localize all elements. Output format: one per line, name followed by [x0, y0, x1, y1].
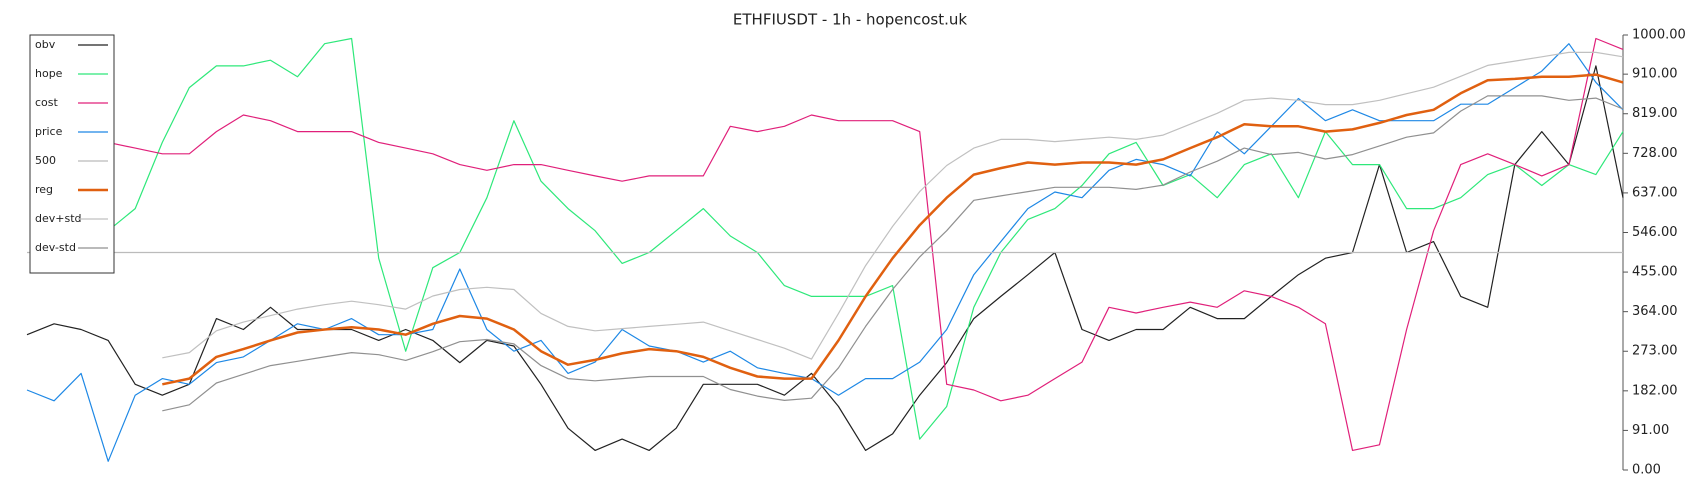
- series-line: [162, 51, 1624, 360]
- series-line: [26, 43, 1624, 462]
- legend-label: 500: [35, 154, 56, 167]
- legend-label: dev-std: [35, 241, 76, 254]
- legend-label: dev+std: [35, 212, 82, 225]
- legend-label: reg: [35, 183, 53, 196]
- series-line: [26, 65, 1624, 451]
- y-tick-label: 364.00: [1632, 304, 1678, 319]
- series-line: [108, 37, 1624, 451]
- series-line: [162, 95, 1624, 412]
- y-tick-label: 182.00: [1632, 383, 1678, 398]
- y-tick-label: 546.00: [1632, 225, 1678, 240]
- legend-label: hope: [35, 67, 63, 80]
- chart-title: ETHFIUSDT - 1h - hopencost.uk: [733, 11, 967, 29]
- series-line: [162, 73, 1624, 386]
- y-tick-label: 273.00: [1632, 344, 1678, 359]
- y-tick-label: 0.00: [1632, 463, 1661, 478]
- y-tick-label: 819.00: [1632, 106, 1678, 121]
- legend-label: cost: [35, 96, 59, 109]
- y-tick-label: 637.00: [1632, 185, 1678, 200]
- legend: obv hope cost price 500 reg dev+std dev-std: [29, 34, 115, 274]
- y-tick-label: 91.00: [1632, 423, 1669, 438]
- legend-label: obv: [35, 38, 56, 51]
- y-tick-label: 728.00: [1632, 146, 1678, 161]
- y-tick-label: 910.00: [1632, 67, 1678, 82]
- legend-box: [29, 34, 115, 274]
- legend-label: price: [35, 125, 63, 138]
- y-tick-label: 1000.00: [1632, 28, 1686, 43]
- y-tick-label: 455.00: [1632, 265, 1678, 280]
